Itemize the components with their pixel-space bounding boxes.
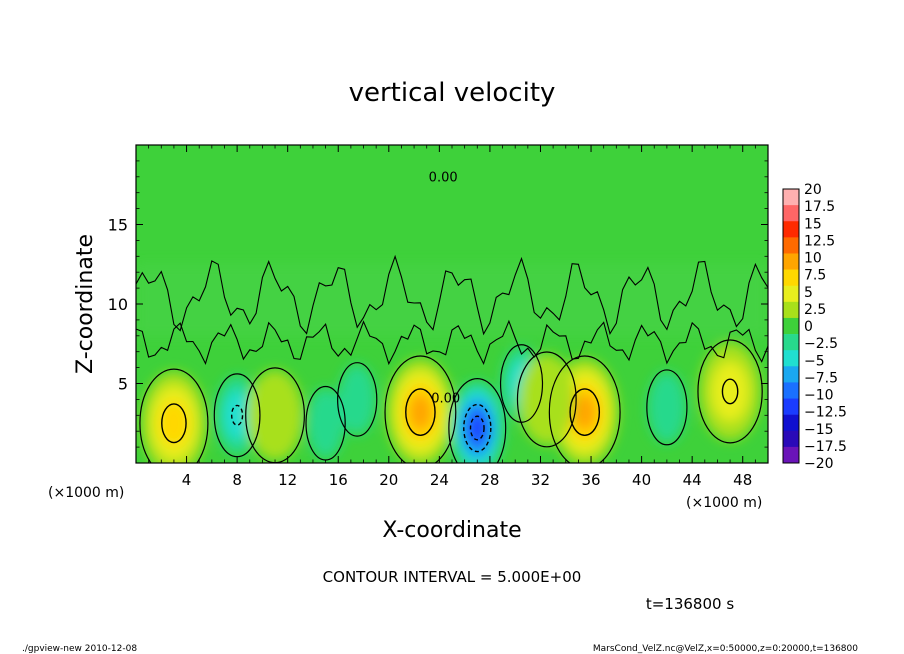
colorbar-label: −20 bbox=[804, 456, 834, 472]
colorbar-label: 0 bbox=[804, 319, 813, 335]
colorbar-label: 20 bbox=[804, 182, 822, 198]
contour-zero-8 bbox=[548, 355, 621, 463]
x-tick-label: 12 bbox=[278, 471, 297, 489]
contour-zero-5 bbox=[384, 355, 457, 463]
x-tick-label: 8 bbox=[232, 471, 242, 489]
downdraft-10-level-1 bbox=[647, 371, 686, 443]
colorbar-swatch bbox=[783, 334, 799, 351]
x-unit-label-left: (×1000 m) bbox=[48, 485, 124, 501]
colorbar-label: −12.5 bbox=[804, 405, 847, 421]
x-unit-label-right: (×1000 m) bbox=[686, 495, 762, 511]
colorbar-label: 17.5 bbox=[804, 199, 835, 215]
updraft-0-level-3 bbox=[159, 400, 189, 447]
colorbar-swatch bbox=[783, 189, 799, 206]
plot-area: 0.00 0.00 bbox=[135, 144, 769, 464]
colorbar-label: −17.5 bbox=[804, 439, 847, 455]
time-label: t=136800 s bbox=[646, 595, 734, 613]
colorbar-label: −7.5 bbox=[804, 370, 838, 386]
colorbar-label: 5 bbox=[804, 285, 813, 301]
x-tick-label: 20 bbox=[379, 471, 398, 489]
contour-zero-0 bbox=[139, 368, 209, 463]
updraft-11-level-2 bbox=[711, 361, 749, 422]
downdraft-6-level-5 bbox=[469, 414, 486, 442]
contour-neg-5-1 bbox=[230, 404, 244, 426]
contour-interval-text: CONTOUR INTERVAL = 5.000E+00 bbox=[323, 568, 582, 586]
colorbar-swatch bbox=[783, 301, 799, 319]
y-axis-label: Z-coordinate bbox=[73, 234, 98, 374]
y-tick-label: 5 bbox=[118, 375, 128, 394]
colorbar-label: 2.5 bbox=[804, 302, 826, 318]
downdraft-3-level-1 bbox=[306, 388, 345, 459]
y-axis: 5 10 15 bbox=[108, 160, 768, 448]
colorbar-label: −15 bbox=[804, 422, 834, 438]
colorbar-swatch bbox=[783, 382, 799, 399]
colorbar-swatch bbox=[783, 350, 799, 367]
chart-title: vertical velocity bbox=[349, 78, 556, 108]
x-tick-label: 16 bbox=[329, 471, 348, 489]
x-tick-label: 24 bbox=[430, 471, 449, 489]
x-axis: 4 8 12 16 20 24 28 32 36 40 44 48 bbox=[148, 145, 756, 489]
colorbar-swatch bbox=[783, 446, 799, 464]
x-tick-label: 28 bbox=[480, 471, 499, 489]
contour-zero-4 bbox=[337, 362, 378, 437]
updraft-5-level-4 bbox=[408, 393, 433, 431]
contour-zero-6 bbox=[448, 378, 507, 463]
colorbar-swatch bbox=[783, 269, 799, 287]
colorbar-swatch bbox=[783, 205, 799, 222]
footer-left: ./gpview-new 2010-12-08 bbox=[22, 644, 137, 654]
contour-pos-5-11 bbox=[721, 378, 739, 405]
contour-zero-10 bbox=[646, 369, 688, 446]
colorbar-swatch bbox=[783, 253, 799, 270]
x-tick-label: 4 bbox=[182, 471, 192, 489]
colorbar-swatch bbox=[783, 221, 799, 238]
x-tick-label: 32 bbox=[531, 471, 550, 489]
x-tick-label: 40 bbox=[632, 471, 651, 489]
contour-lines bbox=[136, 254, 768, 463]
contour-neg-10-6 bbox=[469, 415, 485, 441]
downdraft-1-level-2 bbox=[223, 391, 251, 440]
contour-pos-5-8 bbox=[569, 388, 601, 437]
x-tick-label: 44 bbox=[683, 471, 702, 489]
colorbar-swatch bbox=[783, 237, 799, 254]
downdraft-4-level-1 bbox=[338, 364, 376, 435]
contour-neg-5-6 bbox=[463, 403, 492, 453]
x-axis-label: X-coordinate bbox=[382, 518, 521, 543]
y-tick-label: 15 bbox=[108, 216, 128, 235]
colorbar-label: −2.5 bbox=[804, 336, 838, 352]
colorbar-swatch bbox=[783, 414, 799, 432]
contour-zero-11 bbox=[697, 339, 763, 444]
contour-upper-layer bbox=[136, 254, 768, 336]
colorbar-label: 15 bbox=[804, 216, 822, 232]
colorbar-label: 7.5 bbox=[804, 268, 826, 284]
contour-pos-5-0 bbox=[161, 403, 187, 444]
updraft-8-level-4 bbox=[573, 393, 597, 431]
x-tick-label: 48 bbox=[733, 471, 752, 489]
updraft-2-level-1 bbox=[247, 370, 303, 461]
colorbar-swatch bbox=[783, 366, 799, 383]
colorbar-swatch bbox=[783, 430, 799, 448]
y-tick-label: 10 bbox=[108, 295, 128, 314]
colorbar-label: −5 bbox=[804, 353, 825, 369]
contour-label: 0.00 bbox=[431, 392, 460, 407]
colorbar-label: −10 bbox=[804, 388, 834, 404]
colorbar-label: 12.5 bbox=[804, 233, 835, 249]
colorbar-frame bbox=[782, 188, 800, 464]
colorbar-swatch bbox=[783, 398, 799, 415]
contour-labels: 0.00 0.00 bbox=[429, 171, 460, 407]
colorbar-label: 10 bbox=[804, 251, 822, 267]
contour-pos-5-5 bbox=[405, 388, 436, 437]
contour-lower-layer bbox=[136, 319, 768, 366]
contour-zero-9 bbox=[516, 351, 577, 448]
colorbar-swatch bbox=[783, 317, 799, 335]
updraft-9-level-1 bbox=[518, 354, 575, 445]
x-tick-label: 36 bbox=[581, 471, 600, 489]
footer-right: MarsCond_VelZ.nc@VelZ,x=0:50000,z=0:2000… bbox=[593, 644, 858, 654]
contour-label: 0.00 bbox=[429, 171, 458, 186]
colorbar-swatch bbox=[783, 285, 799, 303]
